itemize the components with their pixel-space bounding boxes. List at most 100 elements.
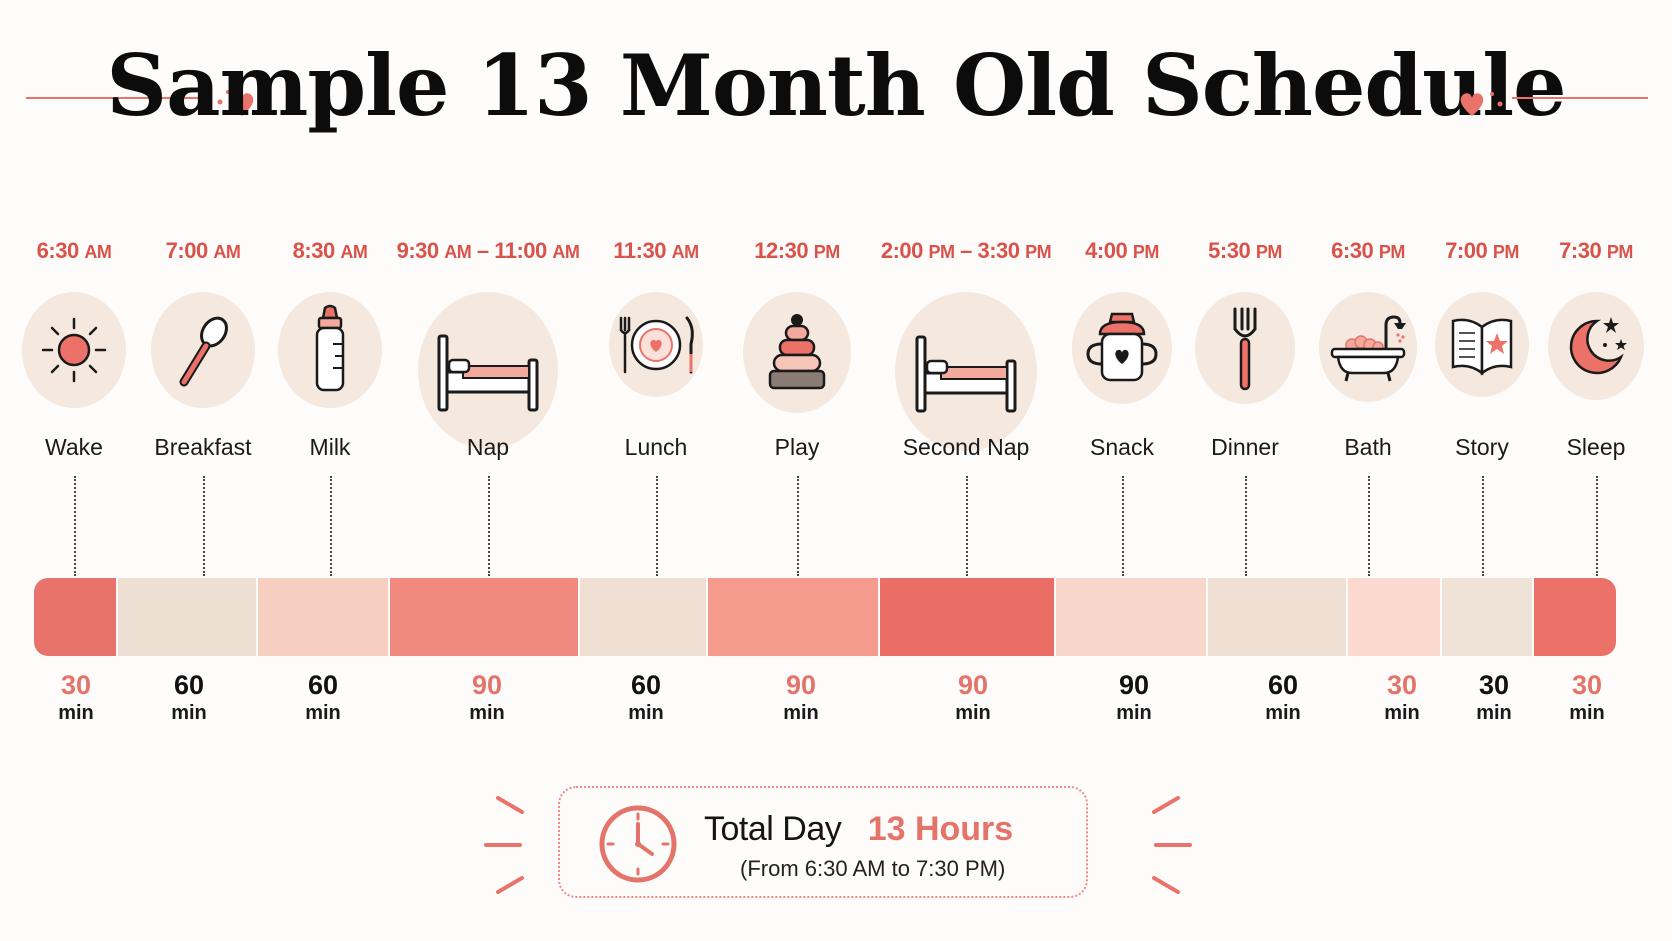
heart-icon: [217, 90, 254, 116]
bar-segment: [1442, 578, 1534, 656]
activity-dinner: 5:30 PM Dinner: [1145, 0, 1345, 600]
activity-time: 7:00 AM: [103, 238, 303, 264]
dotted-connector: [1596, 476, 1598, 576]
bathtub-icon: [1319, 292, 1417, 402]
heart-icon: [1460, 92, 1503, 116]
duration-value: 30: [60, 670, 92, 700]
time-end-ampm: PM: [1025, 242, 1052, 262]
duration-unit: min: [469, 702, 505, 724]
duration-value: 60: [630, 670, 662, 700]
time-value: 11:30: [613, 238, 666, 263]
time-ampm: AM: [213, 242, 241, 262]
bar-segment: [1348, 578, 1442, 656]
dotted-connector: [966, 476, 968, 576]
duration-unit: min: [171, 702, 207, 724]
duration-label: 60 min: [305, 670, 341, 726]
duration-label: 90 min: [469, 670, 505, 726]
dotted-connector: [488, 476, 490, 576]
activity-label: Bath: [1344, 434, 1392, 460]
bar-segment: [580, 578, 708, 656]
activity-bath: 6:30 PM Bath: [1268, 0, 1468, 600]
activity-wake: 6:30 AM Wake: [0, 0, 174, 600]
time-value: 9:30: [396, 238, 440, 263]
plate-icon: [609, 292, 703, 397]
dotted-connector: [1122, 476, 1124, 576]
duration-value: 30: [1386, 670, 1418, 700]
activity-time: 9:30 AM – 11:00 AM: [396, 238, 580, 263]
burst-lines-icon: [484, 796, 524, 894]
total-value: 13 Hours: [867, 810, 1014, 848]
dotted-connector: [1245, 476, 1247, 576]
duration-label: 60 min: [628, 670, 664, 726]
duration-value: 60: [173, 670, 205, 700]
title-row: Sample 13 Month Old Schedule: [0, 22, 1672, 162]
duration-label: 90 min: [783, 670, 819, 726]
time-value: 8:30: [292, 238, 336, 263]
time-value: 7:00: [165, 238, 209, 263]
duration-label: 90 min: [1116, 670, 1152, 726]
activity-play: 12:30 PM Play: [697, 0, 897, 600]
duration-unit: min: [1569, 702, 1605, 724]
activity-label: Nap: [466, 434, 510, 460]
bed-icon: [418, 292, 558, 449]
burst-lines-icon: [1152, 796, 1192, 894]
activity-time: 2:00 PM – 3:30 PM: [880, 238, 1052, 263]
duration-unit: min: [1116, 702, 1152, 724]
time-ampm: PM: [1378, 242, 1406, 262]
dotted-connector: [203, 476, 205, 576]
dotted-connector: [656, 476, 658, 576]
time-value: 6:30: [36, 238, 80, 263]
duration-label: 30 min: [1569, 670, 1605, 726]
time-ampm: PM: [1132, 242, 1160, 262]
bar-segment: [1534, 578, 1616, 656]
time-value: 5:30: [1208, 238, 1251, 263]
activity-label: Sleep: [1566, 434, 1626, 460]
dotted-connector: [797, 476, 799, 576]
bar-segment: [880, 578, 1056, 656]
duration-unit: min: [58, 702, 94, 724]
activity-label: Wake: [45, 434, 103, 460]
time-ampm: PM: [1606, 242, 1634, 262]
bar-segment: [118, 578, 258, 656]
activity-snack: 4:00 PM Snack: [1022, 0, 1222, 600]
time-ampm: AM: [84, 242, 112, 262]
duration-label: 30 min: [58, 670, 94, 726]
activity-time: 5:30 PM: [1145, 238, 1345, 264]
time-end-ampm: AM: [552, 242, 580, 262]
sun-icon: [22, 292, 126, 408]
activity-time: 11:30 AM: [556, 238, 756, 264]
activity-label: Play: [774, 434, 820, 460]
moon-icon: [1548, 292, 1644, 400]
activity-time: 12:30 PM: [697, 238, 897, 264]
activity-lunch: 11:30 AM Lunch: [556, 0, 756, 600]
book-icon: [1435, 292, 1529, 397]
dotted-connector: [330, 476, 332, 576]
activity-nap: 9:30 AM – 11:00 AM Nap: [388, 0, 588, 600]
bed-icon: [895, 292, 1037, 451]
activity-time: 7:30 PM: [1496, 238, 1672, 264]
title-divider-right: [1512, 97, 1648, 99]
duration-value: 90: [785, 670, 817, 700]
duration-value: 30: [1571, 670, 1603, 700]
duration-unit: min: [1384, 702, 1420, 724]
time-ampm: PM: [1255, 242, 1283, 262]
time-ampm: PM: [813, 242, 841, 262]
duration-unit: min: [305, 702, 341, 724]
page-title: Sample 13 Month Old Schedule: [106, 36, 1566, 135]
time-ampm: AM: [444, 242, 472, 262]
duration-unit: min: [1476, 702, 1512, 724]
activity-label: Second Nap: [902, 434, 1030, 460]
total-day-box: Total Day 13 Hours (From 6:30 AM to 7:30…: [558, 786, 1088, 898]
dotted-connector: [1482, 476, 1484, 576]
duration-label: 60 min: [171, 670, 207, 726]
duration-label: 90 min: [955, 670, 991, 726]
duration-value: 90: [1118, 670, 1150, 700]
duration-value: 90: [957, 670, 989, 700]
fork-icon: [1195, 292, 1295, 404]
bar-segment: [708, 578, 880, 656]
activity-milk: 8:30 AM Milk: [230, 0, 430, 600]
duration-unit: min: [783, 702, 819, 724]
activity-label: Snack: [1090, 434, 1154, 460]
duration-unit: min: [628, 702, 664, 724]
time-end-value: 3:30: [977, 238, 1020, 263]
